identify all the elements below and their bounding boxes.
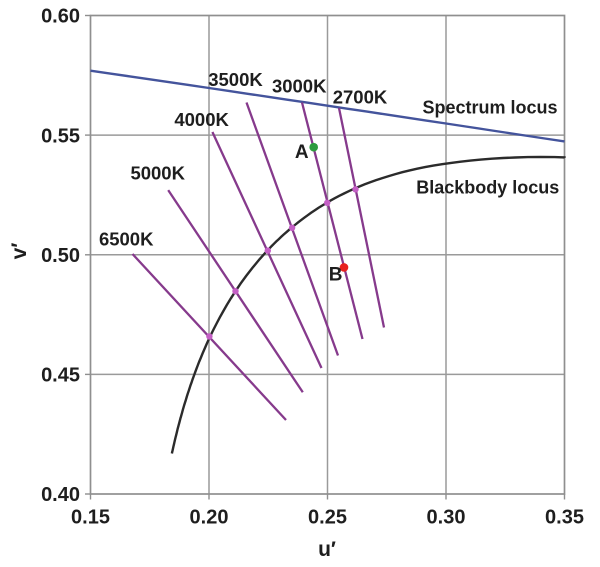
svg-text:0.45: 0.45	[41, 365, 80, 387]
svg-text:0.30: 0.30	[427, 507, 466, 529]
svg-text:5000K: 5000K	[130, 163, 185, 184]
svg-text:3500K: 3500K	[208, 69, 263, 90]
svg-text:4000K: 4000K	[174, 109, 229, 130]
svg-text:0.60: 0.60	[41, 6, 80, 28]
svg-text:B: B	[329, 265, 343, 286]
svg-text:0.20: 0.20	[190, 507, 229, 529]
svg-text:0.25: 0.25	[308, 507, 347, 529]
svg-text:Blackbody locus: Blackbody locus	[416, 177, 559, 197]
svg-text:0.15: 0.15	[71, 507, 110, 529]
svg-text:0.40: 0.40	[41, 484, 80, 506]
svg-text:u′: u′	[318, 538, 336, 561]
svg-text:3000K: 3000K	[272, 76, 327, 97]
svg-text:0.35: 0.35	[545, 507, 584, 529]
svg-text:A: A	[295, 142, 309, 163]
svg-text:Spectrum locus: Spectrum locus	[422, 98, 557, 118]
svg-text:0.55: 0.55	[41, 125, 80, 147]
svg-text:2700K: 2700K	[333, 87, 388, 108]
svg-text:6500K: 6500K	[99, 228, 154, 249]
svg-text:0.50: 0.50	[41, 245, 80, 267]
svg-text:v′: v′	[8, 243, 31, 260]
